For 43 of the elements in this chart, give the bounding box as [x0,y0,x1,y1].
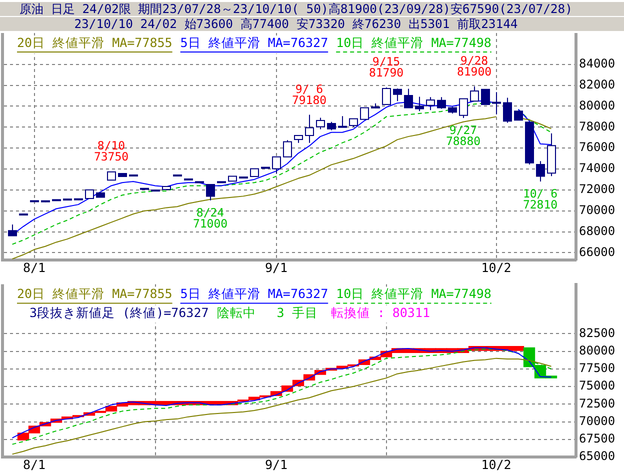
y-tick-label: 78000 [579,119,616,134]
y-tick-label: 74000 [579,161,616,176]
y-tick-label: 80000 [579,98,616,112]
annotation: 9/ 6 79180 [292,82,327,107]
y-tick-label: 77500 [579,361,616,376]
annotation: 8/24 71000 [192,205,228,230]
y-tick-label: 67500 [579,432,616,446]
annotation: 9/27 78880 [446,122,481,148]
x-tick-label: 9/1 [264,260,288,275]
y-tick-label: 65000 [579,449,616,464]
x-tick-label: 8/1 [22,260,46,275]
annotation: 3 手目 [276,305,318,320]
annotation: 陰転中 [216,305,256,320]
y-tick-label: 70000 [579,202,616,217]
text: 20日 終値平滑 MA=77855 [17,286,172,302]
y-tick-label: 72000 [579,182,616,196]
y-tick-label: 72500 [579,396,616,410]
y-tick-label: 80000 [579,343,616,358]
y-tick-label: 84000 [579,56,616,71]
y-tick-label: 82000 [579,77,616,92]
y-tick-label: 70000 [579,414,616,428]
annotation: 9/15 81790 [368,54,404,80]
text: 10日 終値平滑 MA=77498 [336,34,492,50]
y-tick-label: 68000 [579,224,616,238]
annotation: 8/10 73750 [94,138,129,164]
chart-title: 原油 日足 24/02限 期間23/07/28～23/10/10( 50)高81900(23/09/28)安67590(23/07/28) [0,2,624,16]
annotation: 9/28 81900 [456,53,492,78]
annotation: 転換値 : 80311 [330,305,430,320]
annotation: 3段抜き新値足 (終値)=76327 [30,305,209,320]
x-tick-label: 10/2 [481,260,512,275]
text: 10日 終値平滑 MA=77498 [336,286,492,302]
y-tick-label: 66000 [579,244,616,259]
y-tick-label: 82500 [579,326,616,340]
text: 5日 終値平滑 MA=76327 [180,34,328,50]
x-tick-label: 9/1 [264,456,288,472]
x-tick-label: 10/2 [481,456,512,472]
text: 5日 終値平滑 MA=76327 [180,286,328,302]
y-tick-label: 75000 [579,378,616,393]
x-tick-label: 8/1 [22,456,46,472]
annotation: 10/ 6 72810 [522,186,558,212]
text: 20日 終値平滑 MA=77855 [17,34,172,50]
chart-subtitle: 23/10/10 24/02 始73600 高77400 安73320 終76230 出5301 前取23144 [0,17,624,31]
y-tick-label: 76000 [579,140,616,154]
